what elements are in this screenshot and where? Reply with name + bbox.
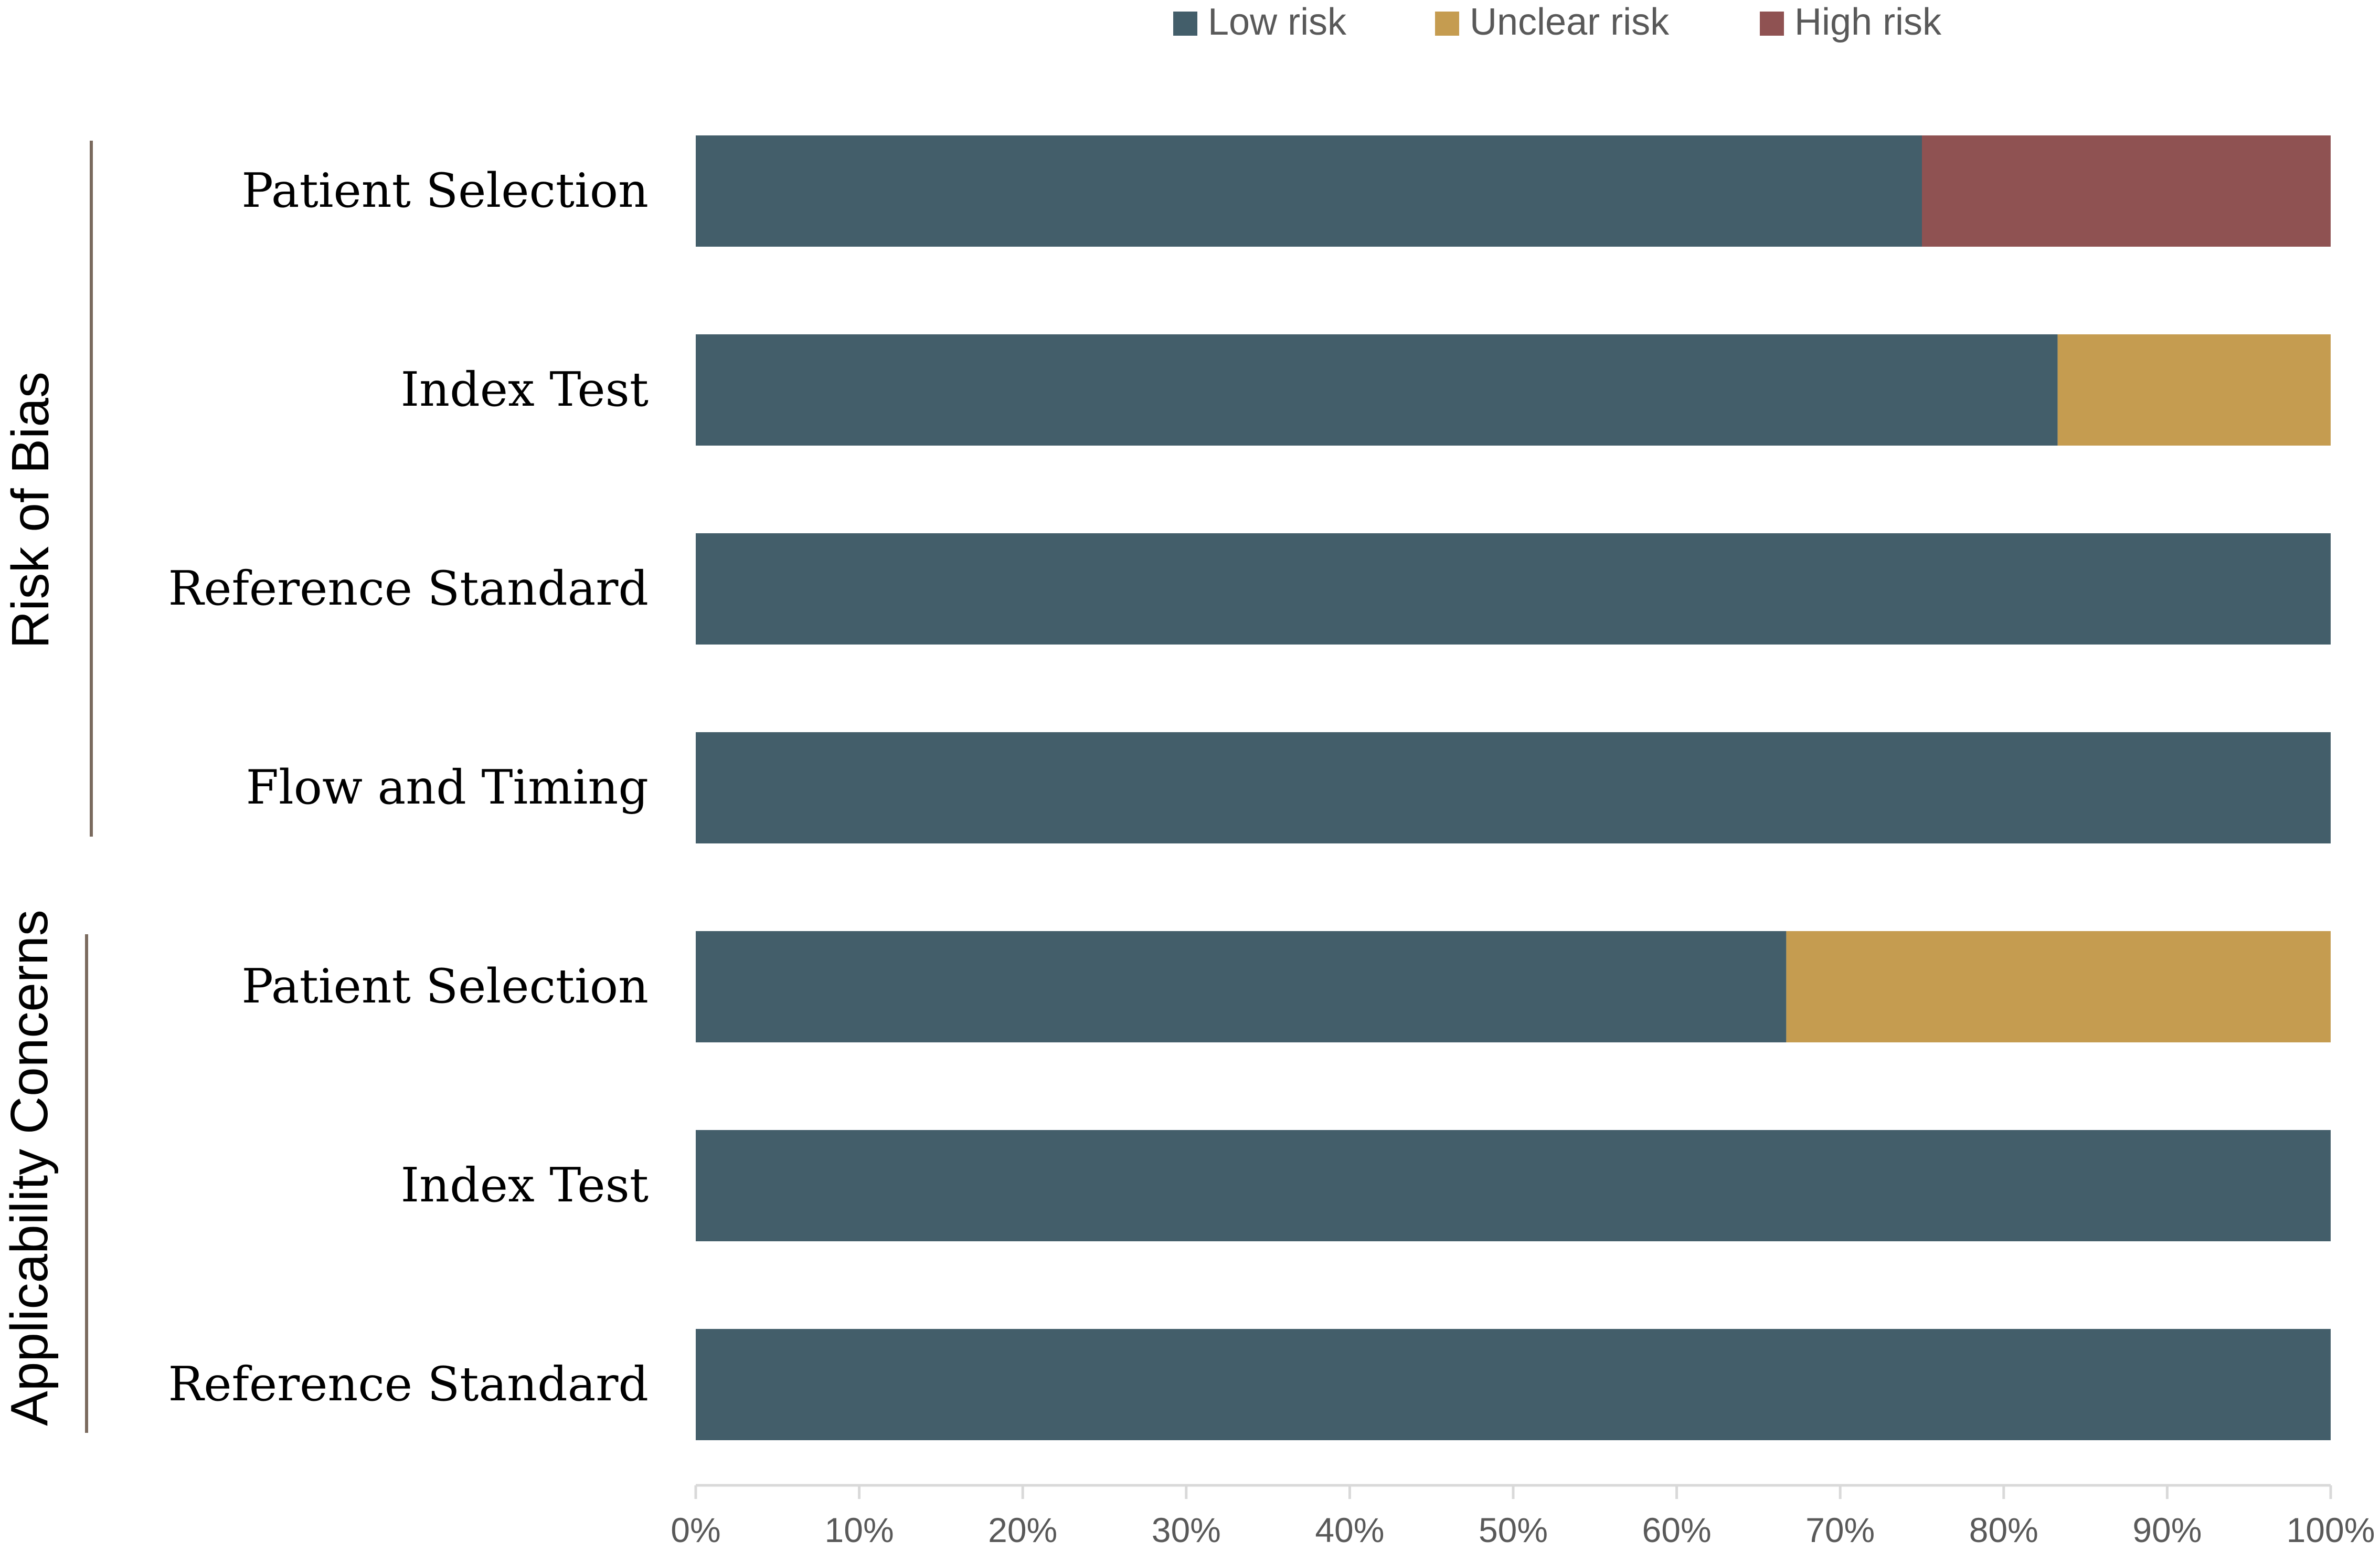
bar-2-low-risk [696,334,2058,446]
legend-entry: Low risk [1208,1,1347,43]
bar-5-low-risk [696,931,1787,1042]
bars [696,135,2331,1440]
legend: Low risk Unclear risk High risk [1173,1,1942,43]
group-label: Applicability Concerns [0,910,59,1426]
x-tick-label: 70% [1805,1511,1875,1549]
group-label: Risk of Bias [1,372,60,649]
bar-1-high-risk [1922,135,2331,247]
x-tick-label: 30% [1152,1511,1221,1549]
group-labels: Risk of Bias Applicability Concerns [0,141,93,1433]
x-tick-label: 90% [2132,1511,2202,1549]
bar-6-low-risk [696,1130,2331,1241]
category-label: Reference Standard [168,1357,649,1412]
category-label: Flow and Timing [246,760,649,815]
x-tick-label: 100% [2287,1511,2375,1549]
x-tick-label: 80% [1969,1511,2038,1549]
x-tick-label: 20% [988,1511,1057,1549]
x-tick-label: 0% [671,1511,720,1549]
legend-swatch [1173,12,1197,36]
bar-2-unclear-risk [2057,334,2331,446]
bar-5-unclear-risk [1786,931,2331,1042]
category-label: Patient Selection [241,163,649,218]
category-label: Index Test [401,362,649,417]
x-tick-label: 10% [825,1511,894,1549]
category-labels: Patient Selection Index Test Reference Sta… [168,163,649,1412]
bar-4-low-risk [696,732,2331,843]
x-tick-label: 40% [1315,1511,1384,1549]
legend-swatch [1760,12,1784,36]
x-tick-label: 60% [1642,1511,1712,1549]
bar-1-low-risk [696,135,1922,247]
x-tick-label: 50% [1479,1511,1548,1549]
legend-swatch [1435,12,1459,36]
category-label: Patient Selection [241,959,649,1014]
category-label: Reference Standard [168,561,649,616]
category-label: Index Test [401,1158,649,1213]
bar-7-low-risk [696,1329,2331,1440]
legend-entry: Unclear risk [1470,1,1670,43]
x-axis: 0% 10% 20% 30% 40% 50% 60% 70% 80% 90% 100% [671,1484,2375,1549]
legend-entry: High risk [1794,1,1942,43]
bar-3-low-risk [696,533,2331,645]
